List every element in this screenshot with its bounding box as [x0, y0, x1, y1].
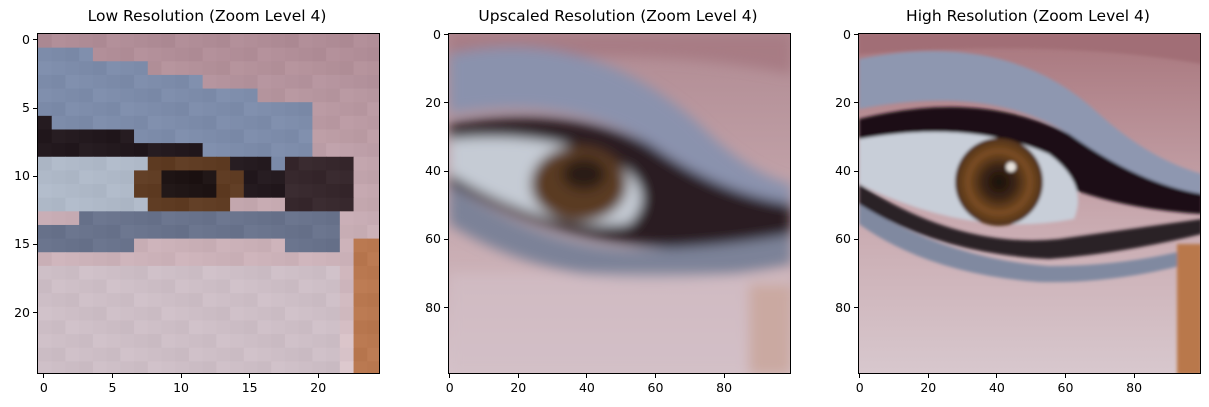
y-tick-label: 60	[425, 231, 441, 247]
x-tick-label: 80	[1126, 380, 1143, 395]
panel-title: Upscaled Resolution (Zoom Level 4)	[478, 7, 758, 25]
y-tick-mark	[854, 170, 858, 172]
x-tick-mark	[249, 374, 251, 378]
x-tick-label: 80	[716, 380, 733, 395]
x-tick-mark	[180, 374, 182, 378]
x-tick-mark	[927, 374, 929, 378]
x-tick-label: 60	[1057, 380, 1074, 395]
image-axes-upscaled	[448, 33, 791, 374]
eye-image-high	[859, 34, 1200, 373]
y-tick-label: 0	[433, 26, 441, 42]
x-tick-label: 5	[108, 380, 117, 395]
x-tick-mark	[723, 374, 725, 378]
x-tick-label: 60	[647, 380, 664, 395]
x-tick-mark	[655, 374, 656, 378]
x-tick-label: 15	[241, 380, 258, 395]
y-tick-mark	[33, 312, 37, 314]
y-tick-label: 5	[22, 100, 30, 116]
y-tick-mark	[33, 107, 37, 109]
x-tick-mark	[111, 374, 113, 378]
y-tick-mark	[854, 307, 858, 308]
y-tick-label: 10	[14, 168, 30, 184]
y-tick-mark	[854, 102, 858, 104]
y-tick-label: 15	[14, 236, 30, 252]
x-tick-label: 0	[39, 380, 48, 395]
x-tick-mark	[43, 374, 45, 378]
y-tick-label: 20	[835, 94, 851, 110]
y-tick-mark	[33, 39, 37, 41]
x-tick-label: 20	[920, 380, 937, 395]
y-tick-mark	[444, 170, 448, 172]
x-tick-mark	[317, 374, 319, 378]
x-tick-mark	[449, 374, 451, 378]
x-tick-mark	[1065, 374, 1066, 378]
x-tick-label: 20	[310, 380, 327, 395]
y-tick-label: 80	[835, 299, 851, 315]
image-axes-low	[37, 33, 380, 374]
panel-title: High Resolution (Zoom Level 4)	[906, 7, 1150, 25]
x-tick-label: 20	[510, 380, 527, 395]
y-tick-label: 20	[425, 94, 441, 110]
y-tick-label: 60	[835, 231, 851, 247]
y-tick-label: 20	[14, 304, 30, 320]
eye-image-low	[38, 34, 379, 373]
y-tick-label: 40	[425, 163, 441, 179]
x-tick-mark	[859, 374, 861, 378]
y-tick-mark	[854, 238, 858, 240]
x-tick-label: 40	[578, 380, 595, 395]
y-tick-mark	[854, 34, 858, 36]
x-tick-label: 0	[445, 380, 454, 395]
y-tick-label: 80	[425, 299, 441, 315]
y-tick-mark	[444, 34, 448, 36]
y-tick-mark	[33, 175, 37, 177]
eye-image-upscaled	[449, 34, 790, 373]
x-tick-mark	[517, 374, 519, 378]
x-tick-mark	[586, 374, 588, 378]
panel-title: Low Resolution (Zoom Level 4)	[87, 7, 327, 25]
y-tick-label: 0	[22, 31, 30, 47]
image-axes-high	[858, 33, 1201, 374]
y-tick-mark	[444, 307, 448, 308]
x-tick-label: 0	[855, 380, 864, 395]
y-tick-label: 0	[843, 26, 851, 42]
y-tick-mark	[444, 102, 448, 104]
y-tick-label: 40	[835, 163, 851, 179]
y-tick-mark	[444, 238, 448, 240]
x-tick-mark	[1133, 374, 1135, 378]
x-tick-mark	[996, 374, 998, 378]
x-tick-label: 40	[988, 380, 1005, 395]
y-tick-mark	[33, 243, 37, 245]
x-tick-label: 10	[173, 380, 189, 395]
